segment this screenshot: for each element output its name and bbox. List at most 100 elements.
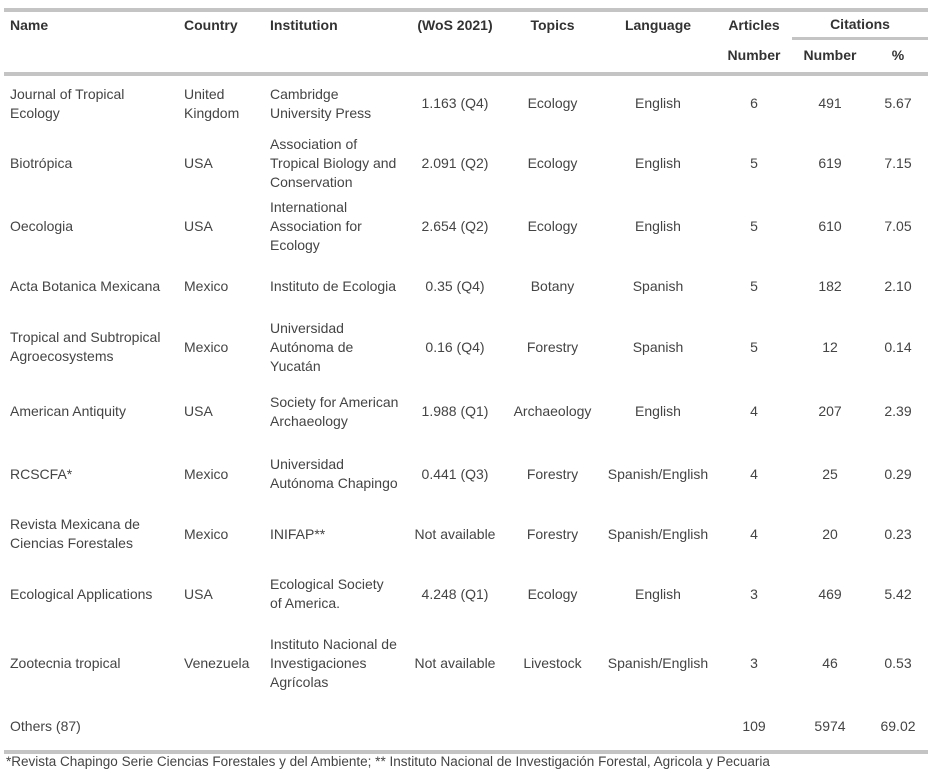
cell-articles: 5	[750, 218, 758, 234]
cell-wos: 0.16 (Q4)	[425, 338, 485, 355]
cell-name: Biotrópica	[10, 154, 73, 171]
cell-name: Tropical and Subtropical Agroecosystems	[10, 329, 161, 364]
cell-pct: 5.42	[884, 585, 912, 602]
footnote: *Revista Chapingo Serie Ciencias Foresta…	[6, 754, 770, 769]
cell-topics: Archaeology	[513, 403, 592, 419]
cell-country: USA	[184, 585, 213, 602]
cell-language: Spanish/English	[607, 525, 709, 542]
cell-articles: 5	[750, 278, 758, 294]
cell-country	[178, 702, 264, 754]
cell-institution: INIFAP**	[270, 525, 326, 542]
cell-language	[600, 702, 716, 754]
table-row: Tropical and Subtropical Agroecosystems M…	[4, 315, 928, 379]
header-articles-number: Number	[716, 38, 792, 76]
cell-institution: Instituto Nacional de Investigaciones Ag…	[270, 635, 397, 690]
cell-language: English	[635, 154, 681, 171]
cell-pct: 0.53	[884, 654, 912, 671]
table-row: Biotrópica USA Association of Tropical Bio…	[4, 131, 928, 195]
cell-country: Venezuela	[184, 654, 250, 671]
cell-topics: Forestry	[526, 465, 579, 482]
cell-topics: Livestock	[523, 654, 582, 671]
cell-country: USA	[184, 218, 213, 234]
cell-articles: 3	[750, 585, 758, 602]
header-wos: (WoS 2021)	[405, 8, 505, 38]
cell-institution: Ecological Society of America.	[270, 576, 384, 611]
cell-pct: 7.15	[884, 154, 912, 171]
cell-topics: Ecology	[527, 218, 578, 234]
table-row: American Antiquity USA Society for America…	[4, 379, 928, 444]
cell-articles: 6	[750, 95, 758, 111]
header-citations-pct: %	[868, 38, 929, 76]
cell-pct: 0.23	[884, 525, 912, 542]
table-row: Zootecnia tropical Venezuela Instituto Nac…	[4, 624, 928, 702]
cell-topics	[505, 702, 600, 754]
cell-name: Oecologia	[10, 218, 74, 234]
cell-pct: 0.29	[884, 465, 912, 482]
cell-wos: 1.163 (Q4)	[421, 95, 489, 111]
cell-topics: Ecology	[527, 95, 578, 111]
cell-name: Ecological Applications	[10, 585, 153, 602]
cell-country: Mexico	[184, 278, 229, 294]
cell-pct: 2.39	[884, 403, 912, 419]
cell-language: English	[635, 95, 681, 111]
cell-topics: Ecology	[527, 585, 578, 602]
cell-institution	[264, 702, 405, 754]
cell-citations: 469	[818, 585, 842, 602]
cell-topics: Ecology	[527, 154, 578, 171]
cell-institution: Cambridge University Press	[270, 85, 372, 121]
cell-wos: 0.35 (Q4)	[425, 278, 485, 294]
cell-wos	[405, 702, 505, 754]
cell-name: Journal of Tropical Ecology	[10, 85, 125, 121]
cell-wos: 2.091 (Q2)	[421, 154, 489, 171]
cell-name: American Antiquity	[10, 403, 126, 419]
cell-name: Others (87)	[4, 702, 178, 754]
cell-articles: 109	[716, 702, 792, 754]
table-row: Acta Botanica Mexicana Mexico Instituto de…	[4, 258, 928, 315]
table-row: Journal of Tropical Ecology United Kingdo…	[4, 74, 928, 131]
cell-wos: 2.654 (Q2)	[421, 218, 489, 234]
cell-name: Acta Botanica Mexicana	[10, 278, 161, 294]
header-name: Name	[4, 8, 178, 38]
cell-citations: 182	[818, 278, 842, 294]
cell-institution: International Association for Ecology	[270, 199, 362, 253]
cell-wos: Not available	[414, 654, 496, 671]
cell-language: English	[635, 218, 681, 234]
cell-topics: Forestry	[526, 525, 579, 542]
cell-articles: 4	[750, 525, 758, 542]
journals-table: Name Country Institution (WoS 2021) Topi…	[4, 8, 929, 754]
cell-citations: 20	[822, 525, 838, 542]
table-row: Oecologia USA International Association fo…	[4, 195, 928, 258]
cell-institution: Instituto de Ecologia	[270, 278, 397, 294]
cell-wos: 4.248 (Q1)	[421, 585, 489, 602]
cell-pct: 0.14	[884, 338, 912, 355]
cell-citations: 25	[822, 465, 838, 482]
cell-topics: Forestry	[526, 338, 579, 355]
cell-topics: Botany	[530, 278, 575, 294]
cell-citations: 491	[818, 95, 842, 111]
cell-articles: 3	[750, 654, 758, 671]
header-language: Language	[600, 8, 716, 38]
cell-articles: 4	[750, 465, 758, 482]
cell-pct: 5.67	[884, 95, 912, 111]
cell-articles: 5	[750, 154, 758, 171]
header-institution: Institution	[264, 8, 405, 38]
cell-citations: 46	[822, 654, 838, 671]
cell-name: Zootecnia tropical	[10, 654, 121, 671]
cell-country: United Kingdom	[184, 85, 240, 121]
cell-pct: 69.02	[868, 702, 929, 754]
cell-language: English	[635, 403, 681, 419]
cell-institution: Society for American Archaeology	[270, 393, 399, 429]
cell-wos: Not available	[414, 525, 496, 542]
header-topics: Topics	[505, 8, 600, 38]
cell-language: English	[635, 585, 681, 602]
cell-name: Revista Mexicana de Ciencias Forestales	[10, 516, 140, 551]
cell-institution: Universidad Autónoma Chapingo	[270, 456, 398, 491]
cell-institution: Universidad Autónoma de Yucatán	[270, 319, 354, 374]
cell-name: RCSCFA*	[10, 465, 73, 482]
cell-citations: 5974	[792, 702, 868, 754]
cell-institution: Association of Tropical Biology and Cons…	[270, 135, 397, 190]
table-row: Revista Mexicana de Ciencias Forestales M…	[4, 504, 928, 564]
cell-country: USA	[184, 154, 213, 171]
table-row: Others (87) 109 5974 69.02	[4, 702, 929, 754]
cell-language: Spanish	[632, 278, 684, 294]
